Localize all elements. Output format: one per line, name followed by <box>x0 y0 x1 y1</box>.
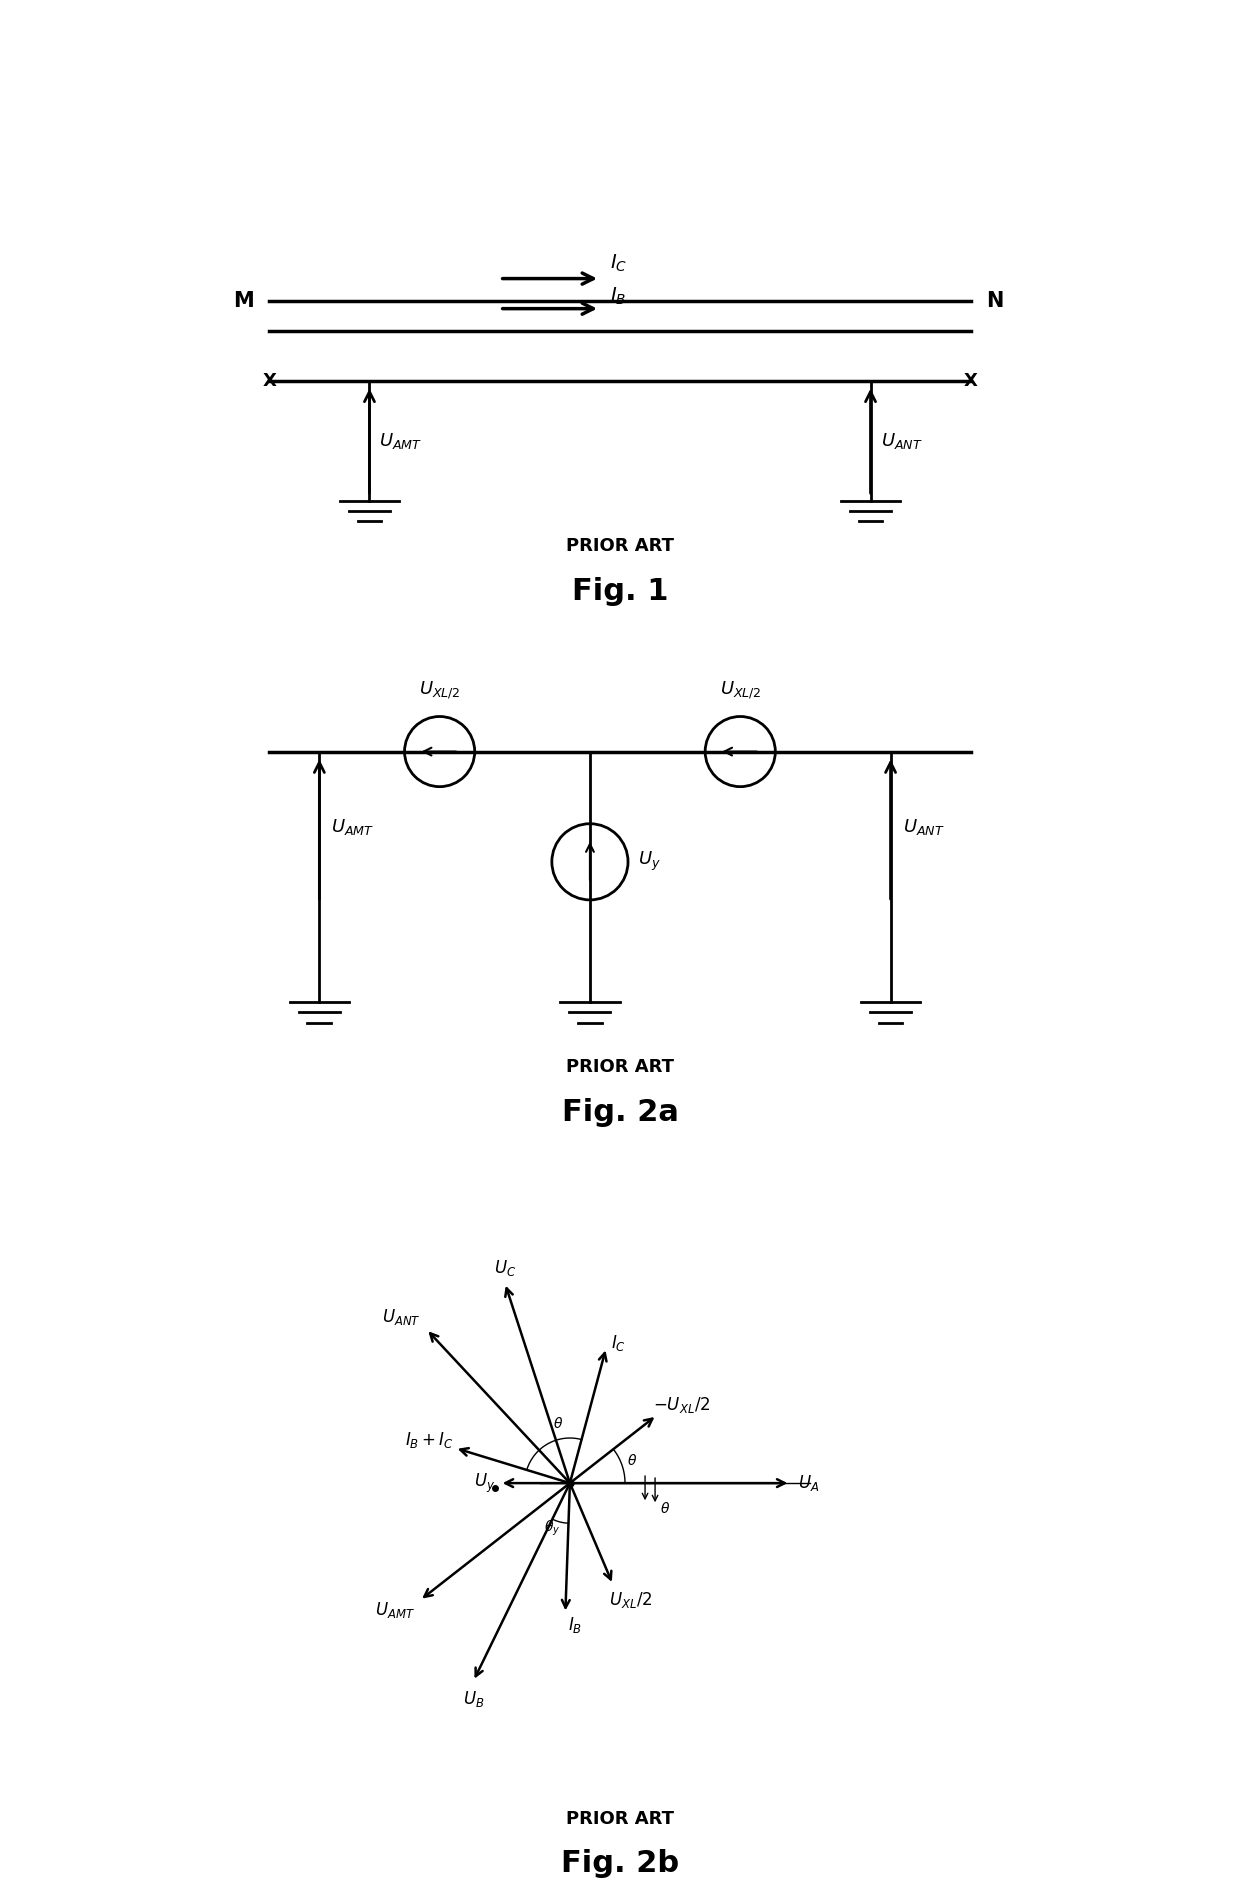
Text: $U_{ANT}$: $U_{ANT}$ <box>880 430 923 451</box>
Text: $U_{ANT}$: $U_{ANT}$ <box>382 1308 420 1327</box>
Text: $\theta$: $\theta$ <box>627 1453 637 1468</box>
Text: M: M <box>233 291 254 310</box>
Text: N: N <box>986 291 1003 310</box>
Text: $U_{ANT}$: $U_{ANT}$ <box>903 817 945 836</box>
Text: $U_y$: $U_y$ <box>639 851 661 874</box>
Text: $U_{XL/2}$: $U_{XL/2}$ <box>419 680 460 701</box>
Text: X: X <box>263 371 277 390</box>
Text: $U_{XL}/2$: $U_{XL}/2$ <box>609 1590 652 1609</box>
Text: $-U_{XL}/2$: $-U_{XL}/2$ <box>653 1396 711 1415</box>
Text: $\theta$: $\theta$ <box>553 1417 563 1432</box>
Text: Fig. 2b: Fig. 2b <box>560 1849 680 1879</box>
Text: $I_B$: $I_B$ <box>610 286 626 307</box>
Text: $I_C$: $I_C$ <box>611 1333 626 1352</box>
Text: $U_{AMT}$: $U_{AMT}$ <box>331 817 374 836</box>
Text: $U_y$: $U_y$ <box>474 1472 495 1495</box>
Text: $U_B$: $U_B$ <box>463 1689 484 1710</box>
Text: PRIOR ART: PRIOR ART <box>565 1059 675 1076</box>
Text: PRIOR ART: PRIOR ART <box>565 537 675 556</box>
Text: $\theta_y$: $\theta_y$ <box>543 1517 560 1538</box>
Text: $\theta$: $\theta$ <box>660 1500 670 1516</box>
Text: $I_C$: $I_C$ <box>610 251 627 274</box>
Text: $I_B+I_C$: $I_B+I_C$ <box>405 1430 454 1451</box>
Text: $U_C$: $U_C$ <box>494 1259 516 1278</box>
Text: $U_{AMT}$: $U_{AMT}$ <box>374 1601 415 1620</box>
Text: Fig. 1: Fig. 1 <box>572 577 668 605</box>
Text: Fig. 2a: Fig. 2a <box>562 1099 678 1127</box>
Text: $I_B$: $I_B$ <box>568 1615 583 1636</box>
Text: $U_{AMT}$: $U_{AMT}$ <box>379 430 423 451</box>
Text: PRIOR ART: PRIOR ART <box>565 1811 675 1828</box>
Text: X: X <box>963 371 977 390</box>
Text: $U_{XL/2}$: $U_{XL/2}$ <box>719 680 761 701</box>
Text: $U_A$: $U_A$ <box>797 1474 820 1493</box>
